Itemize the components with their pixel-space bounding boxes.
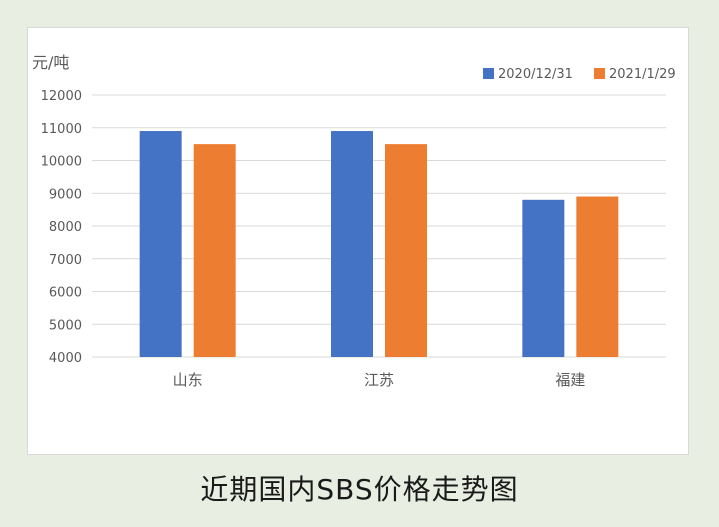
bar-series-1-3 (522, 199, 565, 357)
y-axis-unit-label: 元/吨 (32, 53, 69, 72)
x-category-label: 山东 (173, 371, 203, 389)
bar-series-2-3 (576, 196, 619, 357)
bar-series-1-1 (139, 131, 182, 357)
chart-caption: 近期国内SBS价格走势图 (200, 473, 519, 506)
y-tick-label: 12000 (41, 89, 82, 104)
bar-series-2-1 (193, 144, 236, 357)
x-category-label: 福建 (555, 371, 585, 389)
bar-chart: 元/吨 4000 5000 6000 7000 8000 9000 10000 11000 12… (32, 53, 676, 389)
y-tick-label: 5000 (49, 318, 82, 333)
bar-series-1-2 (331, 131, 373, 357)
bar-series-2-2 (385, 144, 427, 357)
chart-panel: 元/吨 4000 5000 6000 7000 8000 9000 10000 11000 12… (27, 27, 689, 455)
y-tick-label: 11000 (41, 122, 82, 137)
y-tick-label: 10000 (41, 155, 82, 170)
y-tick-label: 6000 (49, 286, 82, 301)
legend-swatch (594, 68, 605, 79)
y-tick-label: 4000 (49, 351, 82, 366)
legend-swatch (483, 68, 494, 79)
y-tick-label: 9000 (49, 187, 82, 202)
legend-label: 2021/1/29 (609, 67, 676, 82)
x-category-label: 江苏 (364, 371, 394, 389)
y-tick-label: 8000 (49, 220, 82, 235)
legend-label: 2020/12/31 (498, 67, 573, 82)
y-tick-label: 7000 (49, 253, 82, 268)
